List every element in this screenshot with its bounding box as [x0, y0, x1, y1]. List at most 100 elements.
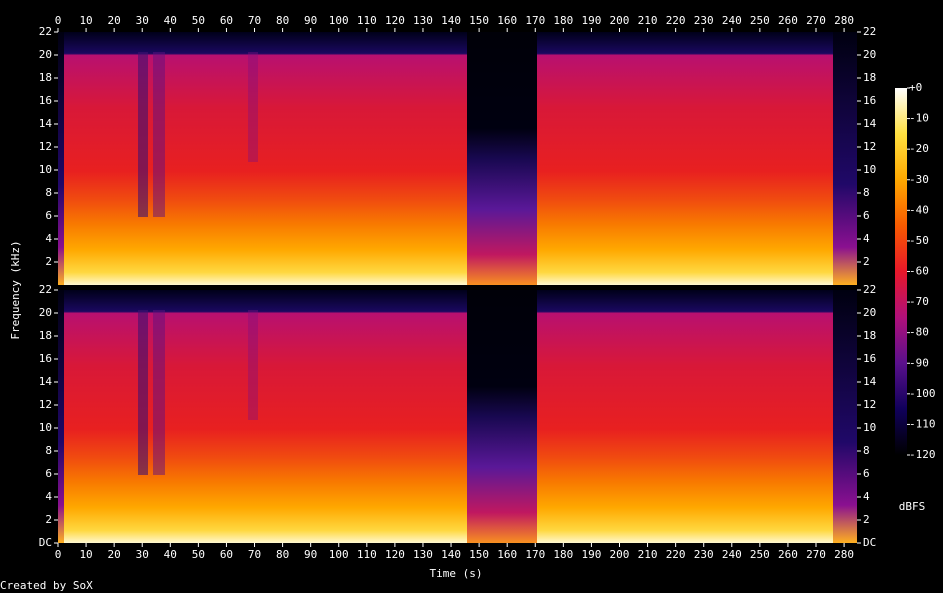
x-tick-label: 240 — [722, 548, 742, 561]
x-tick-label: 80 — [276, 548, 289, 561]
spectrogram-image — [58, 32, 857, 285]
x-tick-label: 180 — [553, 548, 573, 561]
footer: Created by SoX — [0, 579, 93, 592]
x-tick-label: 150 — [469, 548, 489, 561]
y-tick-label: 18 — [39, 71, 52, 84]
x-tick-label: 40 — [164, 14, 177, 27]
x-tick-label: 20 — [108, 14, 121, 27]
x-tick-label: 230 — [694, 548, 714, 561]
y-tick-label: 2 — [863, 513, 870, 526]
x-tick-label: 140 — [441, 548, 461, 561]
colorbar-tick-label: -10 — [909, 112, 929, 125]
x-tick-label: 140 — [441, 14, 461, 27]
y-tick-label: 12 — [863, 140, 876, 153]
x-tick-label: 220 — [666, 14, 686, 27]
x-tick-label: 270 — [806, 14, 826, 27]
x-tick-label: 150 — [469, 14, 489, 27]
y-tick-label: 18 — [39, 329, 52, 342]
x-tick-label: 170 — [525, 548, 545, 561]
y-tick-label: 8 — [863, 444, 870, 457]
x-tick-label: 220 — [666, 548, 686, 561]
x-tick-label: 280 — [834, 14, 854, 27]
y-tick-label: 14 — [39, 117, 53, 130]
colorbar-tick-label: -20 — [909, 142, 929, 155]
x-tick-label: 70 — [248, 14, 261, 27]
colorbar-tick-label: -80 — [909, 326, 929, 339]
colorbar-tick-label: -120 — [909, 448, 936, 461]
y-tick-label: 16 — [863, 94, 876, 107]
colorbar-tick-label: -50 — [909, 234, 929, 247]
y-tick-label: 20 — [39, 306, 52, 319]
x-tick-label: 60 — [220, 548, 233, 561]
y-tick-label: 2 — [863, 255, 870, 268]
x-tick-label: 210 — [638, 548, 658, 561]
y-tick-label: 10 — [863, 163, 876, 176]
x-tick-label: 50 — [192, 548, 205, 561]
x-tick-label: 120 — [385, 548, 405, 561]
y-tick-label: DC — [39, 536, 52, 549]
y-tick-label: 6 — [863, 467, 870, 480]
x-tick-label: 90 — [304, 14, 317, 27]
x-tick-label: 230 — [694, 14, 714, 27]
y-tick-label: 18 — [863, 329, 876, 342]
y-tick-label: 8 — [45, 444, 52, 457]
colorbar-tick-label: -60 — [909, 265, 929, 278]
x-tick-label: 0 — [55, 14, 62, 27]
y-tick-label: 22 — [863, 25, 876, 38]
colorbar-label: dBFS — [899, 500, 926, 513]
y-tick-label: 6 — [863, 209, 870, 222]
y-tick-label: 14 — [863, 375, 877, 388]
colorbar-tick-label: -100 — [909, 387, 936, 400]
x-tick-label: 200 — [610, 548, 630, 561]
colorbar — [895, 88, 907, 455]
y-tick-label: 16 — [39, 94, 52, 107]
x-tick-label: 250 — [750, 14, 770, 27]
x-tick-label: 260 — [778, 14, 798, 27]
y-tick-label: 8 — [863, 186, 870, 199]
y-tick-label: 14 — [39, 375, 53, 388]
y-tick-label: 12 — [39, 140, 52, 153]
x-tick-label: 260 — [778, 548, 798, 561]
x-tick-label: 190 — [581, 548, 601, 561]
spectrogram-image — [58, 290, 857, 543]
x-axis-label: Time (s) — [430, 567, 483, 580]
y-tick-label: 22 — [39, 25, 52, 38]
y-tick-label: 8 — [45, 186, 52, 199]
x-tick-label: 280 — [834, 548, 854, 561]
y-tick-label: 20 — [863, 48, 876, 61]
x-tick-label: 50 — [192, 14, 205, 27]
colorbar-tick-label: -40 — [909, 203, 929, 216]
x-tick-label: 110 — [357, 14, 377, 27]
x-tick-label: 100 — [329, 548, 349, 561]
x-tick-label: 190 — [581, 14, 601, 27]
y-tick-label: 20 — [863, 306, 876, 319]
colorbar-tick-label: +0 — [909, 81, 922, 94]
x-tick-label: 60 — [220, 14, 233, 27]
x-tick-label: 110 — [357, 548, 377, 561]
y-tick-label: 4 — [45, 232, 52, 245]
x-tick-label: 20 — [108, 548, 121, 561]
x-tick-label: 100 — [329, 14, 349, 27]
y-tick-label: 6 — [45, 467, 52, 480]
x-tick-label: 30 — [136, 548, 149, 561]
y-tick-label: 10 — [863, 421, 876, 434]
y-tick-label: 2 — [45, 255, 52, 268]
y-tick-label: 4 — [863, 490, 870, 503]
x-tick-label: 180 — [553, 14, 573, 27]
y-tick-label: 22 — [39, 283, 52, 296]
x-tick-label: 240 — [722, 14, 742, 27]
y-tick-label: 12 — [39, 398, 52, 411]
y-tick-label: 12 — [863, 398, 876, 411]
x-tick-label: 210 — [638, 14, 658, 27]
y-tick-label: 16 — [863, 352, 876, 365]
y-tick-label: 20 — [39, 48, 52, 61]
y-tick-label: 18 — [863, 71, 876, 84]
x-tick-label: 80 — [276, 14, 289, 27]
y-tick-label: 22 — [863, 283, 876, 296]
x-tick-label: 170 — [525, 14, 545, 27]
x-tick-label: 10 — [79, 14, 92, 27]
colorbar-tick-label: -30 — [909, 173, 929, 186]
x-tick-label: 120 — [385, 14, 405, 27]
y-tick-label: 14 — [863, 117, 877, 130]
